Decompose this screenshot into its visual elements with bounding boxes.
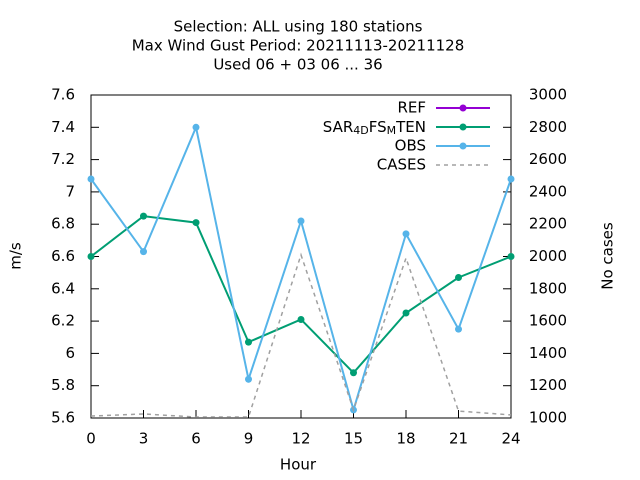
- x-tick-label: 3: [139, 430, 149, 448]
- x-tick-label: 18: [396, 430, 415, 448]
- series-point: [245, 338, 252, 346]
- y-tick-label: 7: [65, 182, 75, 200]
- y2-tick-label: 2600: [529, 150, 567, 168]
- x-axis-label: Hour: [280, 456, 317, 474]
- legend-label: SAR4DFSMTEN: [323, 118, 426, 138]
- series-point: [297, 315, 305, 323]
- chart-title: Selection: ALL using 180 stations: [174, 18, 423, 36]
- y-tick-label: 7.6: [51, 86, 75, 104]
- y-tick-label: 6.8: [51, 215, 75, 233]
- series-point: [87, 175, 95, 183]
- series-point: [87, 253, 95, 260]
- y2-tick-label: 1400: [529, 344, 567, 362]
- y-tick-label: 5.8: [51, 376, 75, 394]
- series-point: [350, 369, 357, 377]
- series-point: [455, 325, 462, 333]
- x-tick-label: 9: [244, 430, 254, 448]
- series-point: [140, 248, 147, 256]
- y2-tick-label: 1200: [529, 376, 567, 394]
- legend-marker: [459, 123, 467, 131]
- series-point: [455, 273, 462, 281]
- y-tick-label: 6: [65, 344, 75, 362]
- series-point: [297, 217, 305, 225]
- series-point: [507, 253, 515, 260]
- y2-tick-label: 1600: [529, 312, 567, 330]
- y-tick-label: 6.6: [51, 247, 75, 265]
- series-line: [90, 215, 512, 375]
- legend-marker: [459, 104, 467, 112]
- series-point: [140, 212, 147, 220]
- y2-tick-label: 1800: [529, 279, 567, 297]
- chart-title: Used 06 + 03 06 ... 36: [213, 56, 382, 74]
- series-point: [192, 123, 200, 131]
- x-tick-label: 6: [191, 430, 201, 448]
- x-tick-label: 24: [501, 430, 520, 448]
- legend-label: REF: [397, 99, 426, 117]
- y2-tick-label: 2200: [529, 215, 567, 233]
- y-tick-label: 7.2: [51, 150, 75, 168]
- y2-tick-label: 2400: [529, 182, 567, 200]
- y-axis-label: m/s: [7, 242, 25, 270]
- chart-title: Max Wind Gust Period: 20211113-20211128: [132, 37, 465, 55]
- series-point: [402, 309, 410, 317]
- legend-label: OBS: [395, 137, 426, 155]
- x-tick-label: 0: [86, 430, 96, 448]
- legend-marker: [459, 142, 467, 150]
- series-point: [402, 230, 410, 238]
- x-tick-label: 21: [449, 430, 468, 448]
- series-point: [507, 175, 515, 183]
- y2-axis-label: No cases: [599, 222, 617, 290]
- y2-tick-label: 2000: [529, 247, 567, 265]
- y-tick-label: 6.4: [51, 279, 75, 297]
- y-tick-label: 6.2: [51, 312, 75, 330]
- x-tick-label: 12: [291, 430, 310, 448]
- y2-tick-label: 3000: [529, 86, 567, 104]
- series-point: [245, 375, 252, 383]
- series-line: [90, 123, 512, 414]
- y2-tick-label: 2800: [529, 118, 567, 136]
- x-tick-label: 15: [344, 430, 363, 448]
- series-line: [90, 252, 512, 418]
- y-tick-label: 5.6: [51, 409, 75, 427]
- series-point: [192, 219, 200, 227]
- legend-label: CASES: [377, 156, 426, 174]
- y-tick-label: 7.4: [51, 118, 75, 136]
- y2-tick-label: 1000: [529, 409, 567, 427]
